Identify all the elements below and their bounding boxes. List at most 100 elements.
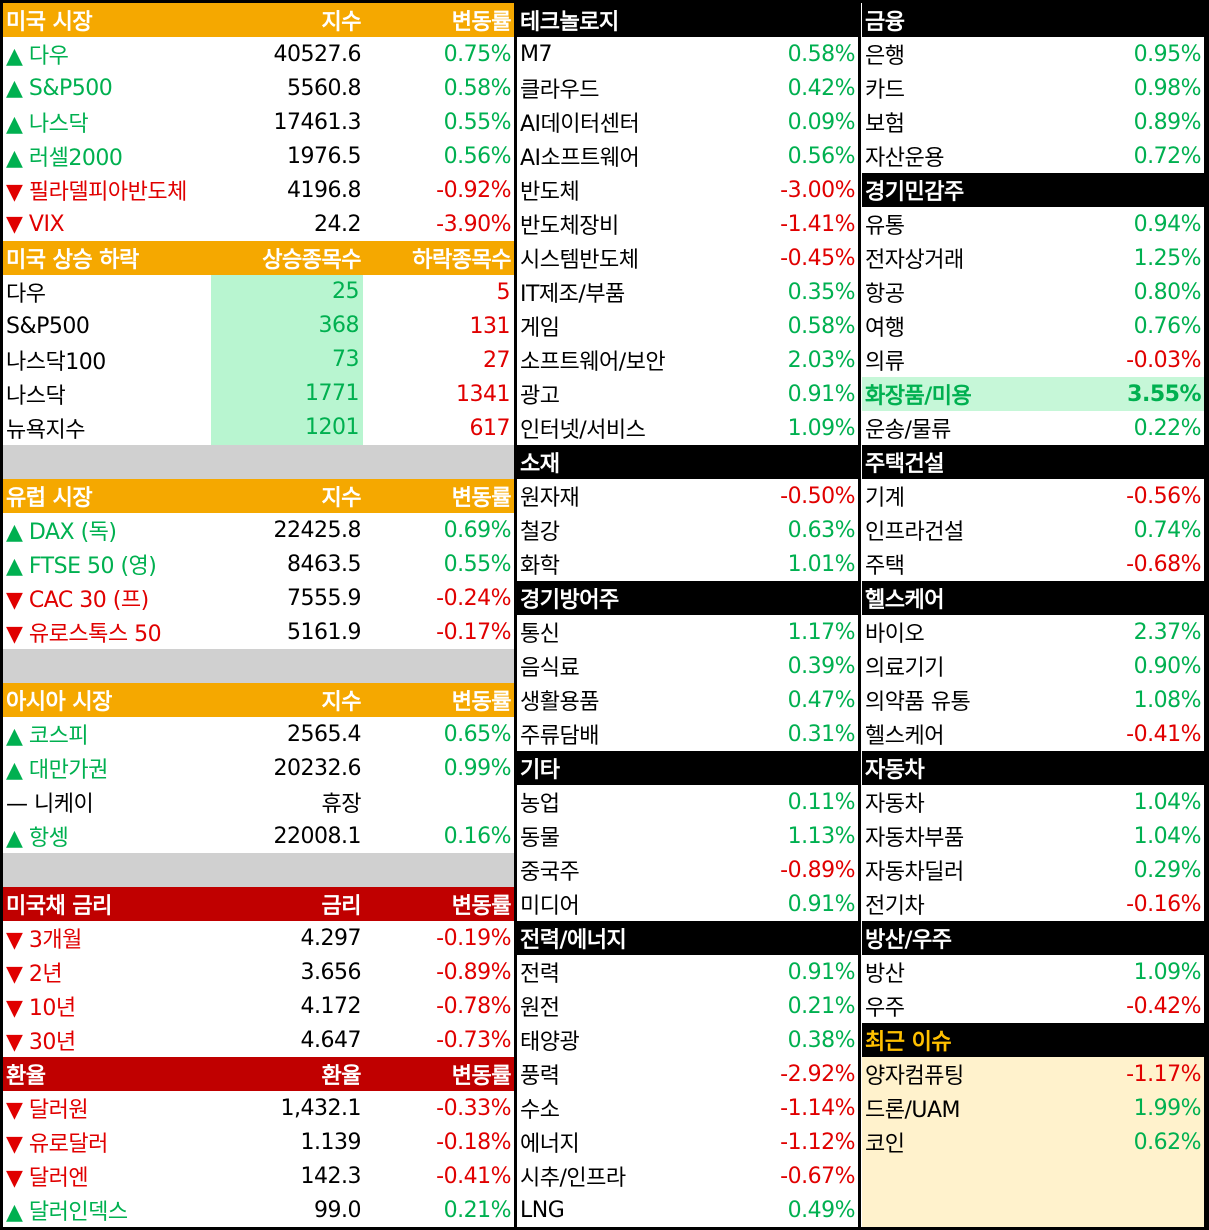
- yield-row: ▼ 10년 4.172 -0.78%: [3, 989, 514, 1023]
- sector-row: 여행 0.76%: [862, 309, 1204, 343]
- sector-row: AI데이터센터 0.09%: [517, 105, 858, 139]
- sector-name: IT제조/부품: [520, 282, 625, 307]
- sector-change: 0.31%: [787, 721, 856, 747]
- sector-change: 1.09%: [1133, 959, 1202, 985]
- sector-name: 의료기기: [865, 656, 944, 681]
- sector-name: 항공: [865, 282, 905, 307]
- fx-col-rate: 환율: [321, 1064, 361, 1089]
- index-row: ▲ 러셀2000 1976.5 0.56%: [3, 139, 514, 173]
- sector-change: 0.95%: [1133, 41, 1202, 67]
- sector-name: 자동차: [865, 792, 925, 817]
- issue-change: 0.62%: [1133, 1129, 1202, 1155]
- sector-name: 원자재: [520, 486, 580, 511]
- sector-row: 의료기기 0.90%: [862, 649, 1204, 683]
- sector-change: 0.94%: [1133, 211, 1202, 237]
- sector-row: AI소프트웨어 0.56%: [517, 139, 858, 173]
- sector-row: 의약품 유통 1.08%: [862, 683, 1204, 717]
- sector-name: 유통: [865, 214, 905, 239]
- sector-name: AI데이터센터: [520, 112, 640, 137]
- sector-row: 자동차딜러 0.29%: [862, 853, 1204, 887]
- index-name: ▲ S&P500: [6, 75, 113, 101]
- fx-change: -0.41%: [436, 1163, 511, 1189]
- sector-name: 전기차: [865, 894, 925, 919]
- sector-row: 시스템반도체 -0.45%: [517, 241, 858, 275]
- sector-change: 1.01%: [787, 551, 856, 577]
- sector-row: 헬스케어 -0.41%: [862, 717, 1204, 751]
- sector-change: 1.13%: [787, 823, 856, 849]
- fx-header: 환율 환율 변동률: [3, 1057, 514, 1091]
- sector-row: 항공 0.80%: [862, 275, 1204, 309]
- fx-row: ▼ 달러원 1,432.1 -0.33%: [3, 1091, 514, 1125]
- eu-market-col-change: 변동률: [451, 486, 512, 511]
- fx-value: 142.3: [300, 1163, 361, 1189]
- column-a: 미국 시장 지수 변동률 ▲ 다우 40527.6 0.75% ▲ S&P500…: [3, 3, 514, 1227]
- sector-change: 0.47%: [787, 687, 856, 713]
- asia-market-header: 아시아 시장 지수 변동률: [3, 683, 514, 717]
- column-c: 금융 은행 0.95% 카드 0.98% 보험 0.89% 자산운용 0.72% 경기민…: [862, 3, 1204, 1227]
- decliners-count: 617: [469, 415, 511, 441]
- index-value: 2565.4: [287, 721, 361, 747]
- sector-row: 풍력 -2.92%: [517, 1057, 858, 1091]
- fx-pair: ▼ 달러엔: [6, 1166, 89, 1191]
- sector-change: 0.90%: [1133, 653, 1202, 679]
- sector-header-other: 기타: [517, 751, 858, 785]
- sector-row: 태양광 0.38%: [517, 1023, 858, 1057]
- sector-name: 기계: [865, 486, 905, 511]
- sector-header-finance: 금융: [862, 3, 1204, 37]
- sector-row: M7 0.58%: [517, 37, 858, 71]
- advance-decline-row: 나스닥100 73 27: [3, 343, 514, 377]
- sector-name: 우주: [865, 996, 905, 1021]
- sector-change: 1.09%: [787, 415, 856, 441]
- sector-name: 은행: [865, 44, 905, 69]
- sector-row: 게임 0.58%: [517, 309, 858, 343]
- yield-row: ▼ 3개월 4.297 -0.19%: [3, 921, 514, 955]
- sector-change: 0.38%: [787, 1027, 856, 1053]
- index-name: ▲ DAX (독): [6, 520, 117, 545]
- us-market-title: 미국 시장: [6, 10, 93, 35]
- sector-title: 주택건설: [865, 452, 944, 477]
- index-value: 휴장: [321, 792, 361, 817]
- sector-change: 0.80%: [1133, 279, 1202, 305]
- sector-change: 1.04%: [1133, 789, 1202, 815]
- sector-row: 통신 1.17%: [517, 615, 858, 649]
- sector-change: 0.21%: [787, 993, 856, 1019]
- sector-name: 소프트웨어/보안: [520, 350, 666, 375]
- sector-name: 에너지: [520, 1132, 580, 1157]
- sector-change: 0.63%: [787, 517, 856, 543]
- yield-term: ▼ 2년: [6, 962, 63, 987]
- decliners-count: 131: [469, 313, 511, 339]
- sector-change: 1.17%: [787, 619, 856, 645]
- sector-row: 바이오 2.37%: [862, 615, 1204, 649]
- sector-row: 전자상거래 1.25%: [862, 241, 1204, 275]
- sector-change: -0.89%: [780, 857, 855, 883]
- index-value: 4196.8: [287, 177, 361, 203]
- sector-header-construction: 주택건설: [862, 445, 1204, 479]
- border-bottom: [0, 1227, 1209, 1230]
- sector-change: 2.37%: [1133, 619, 1202, 645]
- sector-row: 음식료 0.39%: [517, 649, 858, 683]
- sector-name: 여행: [865, 316, 905, 341]
- index-name: ▲ 코스피: [6, 724, 89, 749]
- sector-name: 자동차딜러: [865, 860, 964, 885]
- sector-change: 0.09%: [787, 109, 856, 135]
- sector-name: M7: [520, 41, 552, 67]
- recent-issues-title: 최근 이슈: [865, 1030, 952, 1055]
- sector-change: 1.25%: [1133, 245, 1202, 271]
- sector-change: 0.91%: [787, 959, 856, 985]
- sector-name: 생활용품: [520, 690, 599, 715]
- sector-header-consumer: 경기민감주: [862, 173, 1204, 207]
- sector-change: 1.04%: [1133, 823, 1202, 849]
- sector-title: 헬스케어: [865, 588, 944, 613]
- asia-market-title: 아시아 시장: [6, 690, 112, 715]
- sector-name: 철강: [520, 520, 560, 545]
- sector-change: 0.58%: [787, 313, 856, 339]
- issue-change: 1.99%: [1133, 1095, 1202, 1121]
- sector-change: 0.22%: [1133, 415, 1202, 441]
- sector-name: 인터넷/서비스: [520, 418, 646, 443]
- yield-change: -0.78%: [436, 993, 511, 1019]
- fx-change: -0.33%: [436, 1095, 511, 1121]
- spacer-row: [3, 649, 514, 683]
- sector-name: 화장품/미용: [865, 384, 972, 409]
- fx-pair: ▲ 달러인덱스: [6, 1200, 128, 1225]
- sector-title: 금융: [865, 10, 905, 35]
